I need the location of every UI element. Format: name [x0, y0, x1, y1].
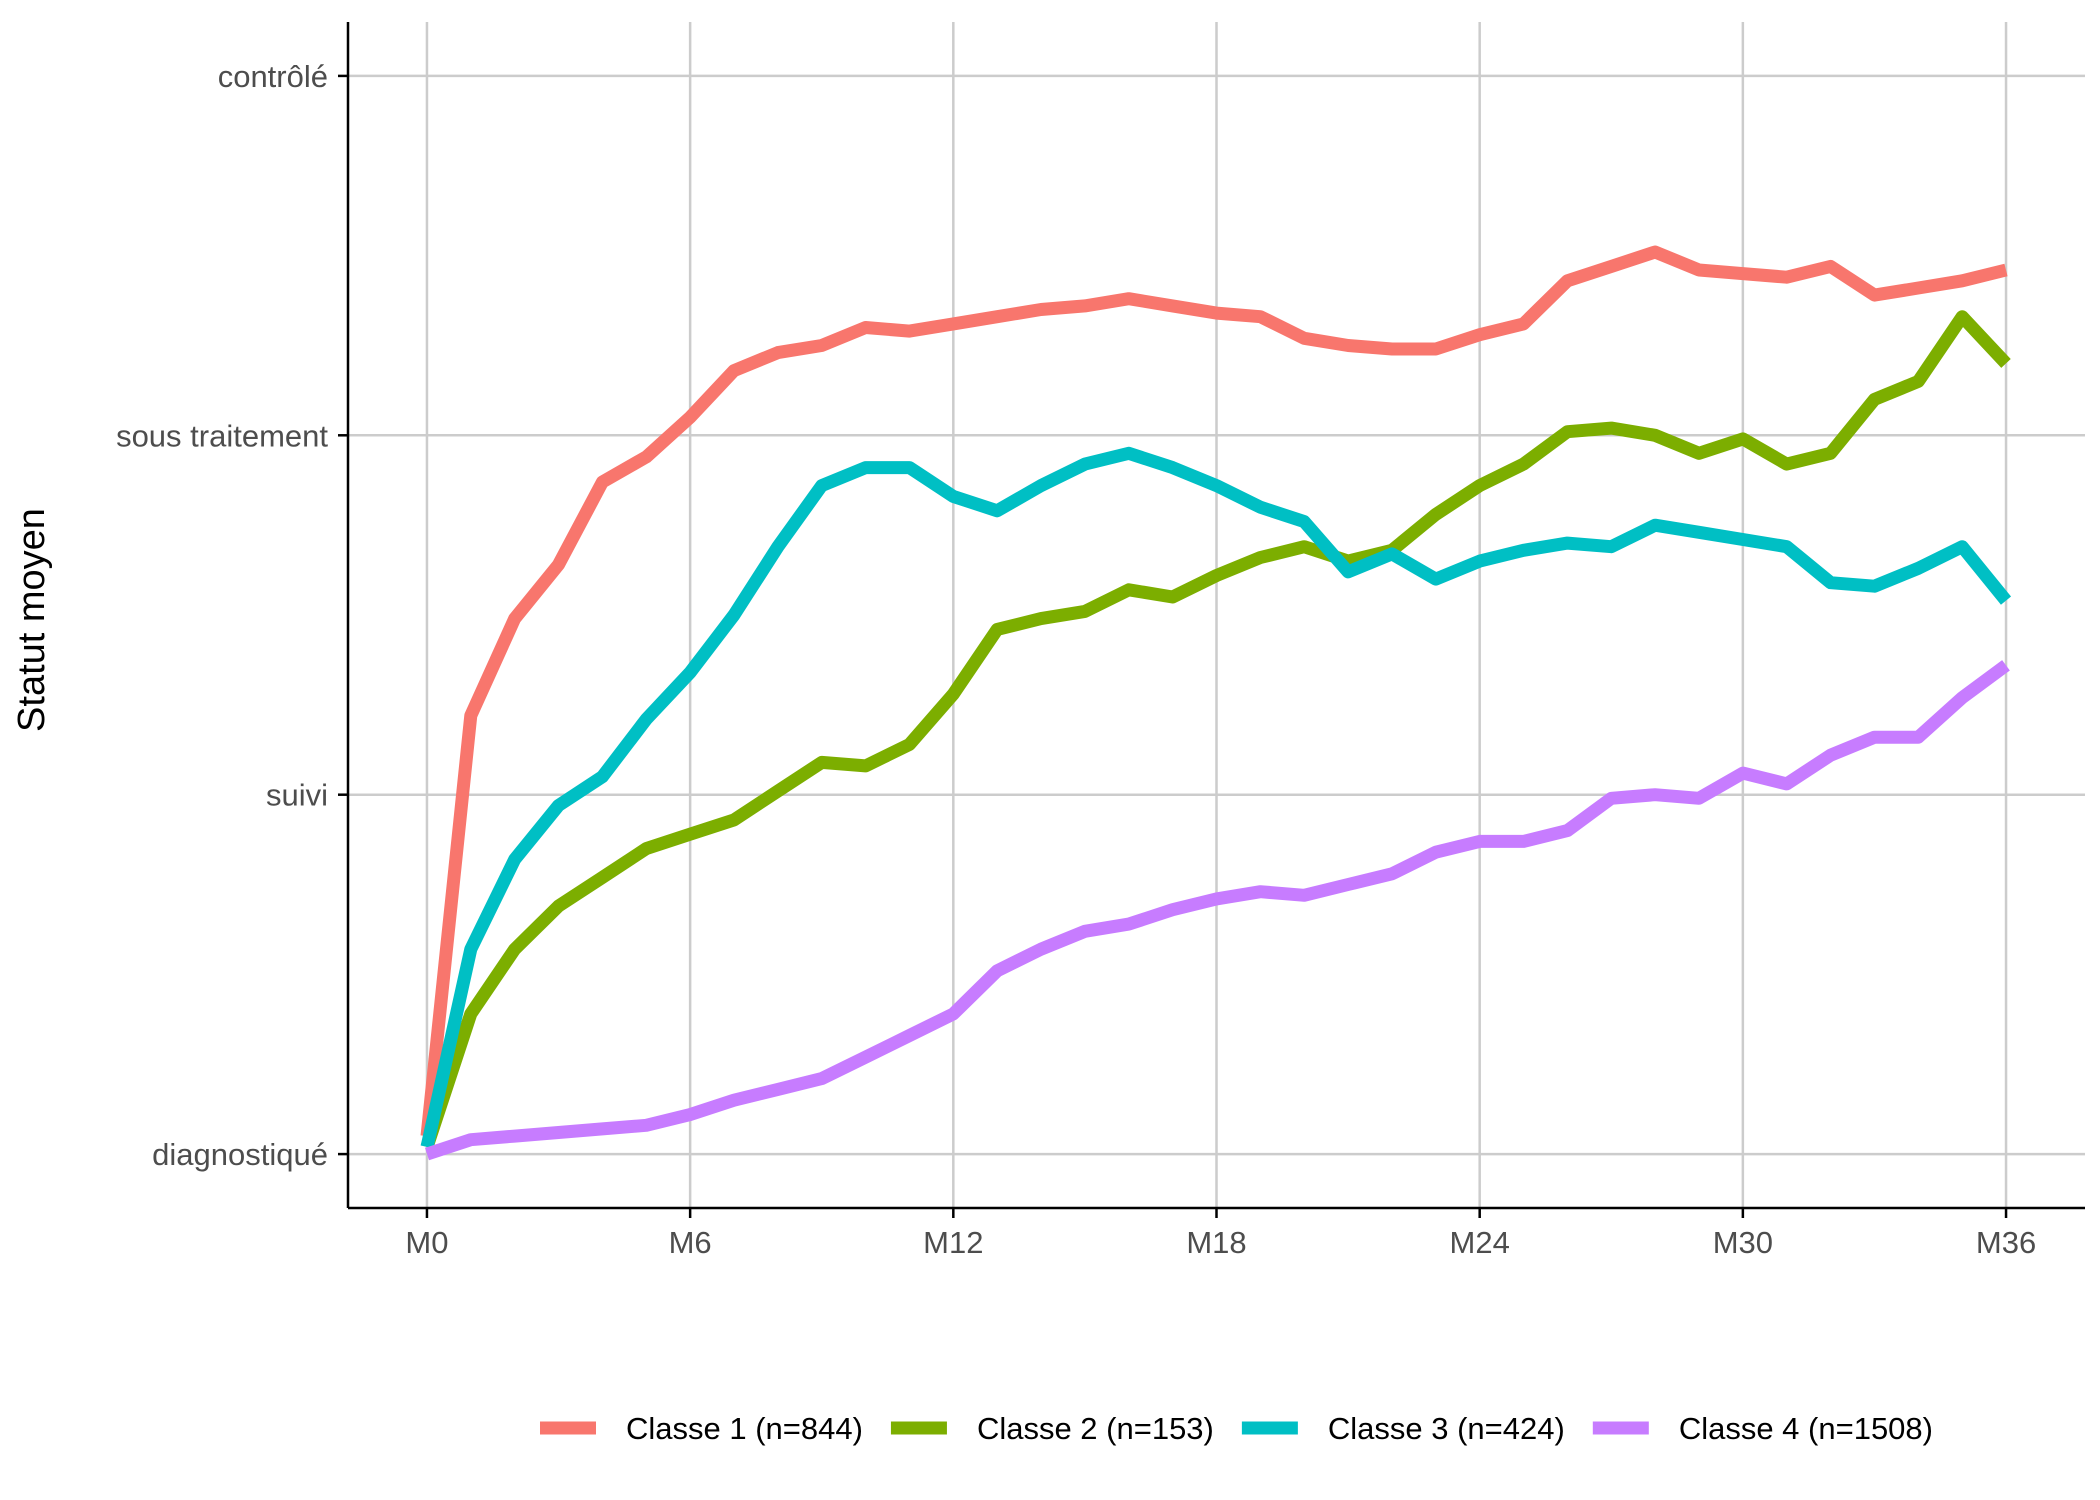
x-tick-label-M18: M18 [1186, 1225, 1246, 1260]
x-tick-label-M24: M24 [1450, 1225, 1510, 1260]
y-axis-title: Statut moyen [11, 508, 53, 732]
x-tick-label-M36: M36 [1976, 1225, 2036, 1260]
y-tick-label-4: contrôlé [218, 59, 328, 94]
y-tick-label-3: sous traitement [116, 418, 328, 453]
axes: M0 M6 M12 M18 M24 M30 M36 diagnostiqué suivi sous… [116, 22, 2085, 1260]
series-line-classe-4 [424, 660, 2010, 1161]
grid-lines [348, 22, 2085, 1208]
series-line-classe-2 [420, 310, 2011, 1149]
y-tick-label-1: diagnostiqué [152, 1137, 328, 1172]
x-tick-label-M6: M6 [669, 1225, 712, 1260]
x-tick-label-M30: M30 [1713, 1225, 1773, 1260]
series-line-classe-3 [420, 446, 2012, 1149]
series-lines [420, 245, 2012, 1161]
legend-label-classe-3: Classe 3 (n=424) [1328, 1411, 1565, 1446]
legend-label-classe-1: Classe 1 (n=844) [626, 1411, 863, 1446]
y-tick-label-2: suivi [266, 778, 328, 813]
legend-label-classe-2: Classe 2 (n=153) [977, 1411, 1214, 1446]
series-line-classe-1 [420, 245, 2008, 1137]
legend: Classe 1 (n=844) Classe 2 (n=153) Classe 3… [540, 1411, 1933, 1446]
legend-label-classe-4: Classe 4 (n=1508) [1679, 1411, 1933, 1446]
x-tick-label-M0: M0 [405, 1225, 448, 1260]
x-tick-label-M12: M12 [923, 1225, 983, 1260]
